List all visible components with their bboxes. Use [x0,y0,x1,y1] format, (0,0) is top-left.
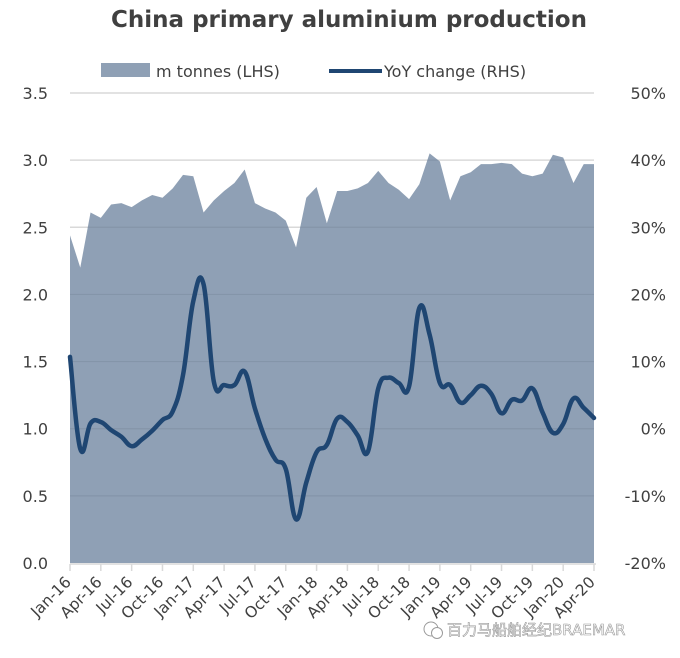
left-tick-label: 3.0 [23,151,48,170]
left-tick-label: 2.5 [23,218,48,237]
legend-swatch-area [101,63,150,77]
left-axis: 0.0 0.5 1.0 1.5 2.0 2.5 3.0 3.5 [23,84,48,573]
left-tick-label: 0.5 [23,487,48,506]
watermark-text: 百力马船舶经纪BRAEMAR [447,621,625,639]
right-tick-label: -20% [625,554,666,573]
legend-label-area: m tonnes (LHS) [156,62,280,81]
chart-title: China primary aluminium production [111,7,587,33]
watermark: 百力马船舶经纪BRAEMAR [423,621,626,639]
line-series-yoy-change [67,275,597,522]
left-tick-label: 2.0 [23,285,48,304]
right-tick-label: 0% [641,420,666,439]
left-tick-label: 1.0 [23,420,48,439]
left-tick-label: 1.5 [23,353,48,372]
right-tick-label: -10% [625,487,666,506]
wechat-icon [423,621,443,639]
right-tick-label: 10% [630,353,666,372]
x-axis: Jan-16Apr-16Jul-16Oct-16Jan-17Apr-17Jul-… [27,563,599,623]
area-series-m-tonnes [70,153,594,563]
legend-label-line: YoY change (RHS) [383,62,526,81]
left-tick-label: 0.0 [23,554,48,573]
left-tick-label: 3.5 [23,84,48,103]
right-tick-label: 40% [630,151,666,170]
legend: m tonnes (LHS) YoY change (RHS) [101,62,526,81]
right-tick-label: 30% [630,218,666,237]
right-tick-label: 50% [630,84,666,103]
right-axis: -20% -10% 0% 10% 20% 30% 40% 50% [625,84,666,573]
right-tick-label: 20% [630,285,666,304]
